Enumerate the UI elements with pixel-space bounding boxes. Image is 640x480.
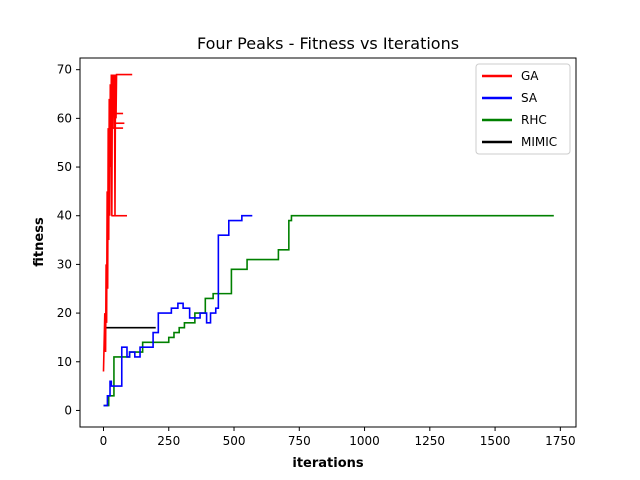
legend-box	[475, 63, 571, 155]
y-tick-label: 30	[57, 257, 72, 271]
series-ga-line	[102, 73, 133, 372]
legend: GA SA RHC MIMIC	[475, 63, 571, 155]
x-tick-label: 500	[223, 434, 246, 448]
plot-area	[102, 73, 554, 407]
legend-label-sa: SA	[521, 91, 538, 105]
y-tick-label: 40	[57, 209, 72, 223]
x-axis: 0 250 500 750 1000 1250 1500 1750	[100, 427, 576, 448]
x-tick-label: 1250	[415, 434, 446, 448]
series-sa-line	[103, 214, 253, 407]
chart-title: Four Peaks - Fitness vs Iterations	[197, 34, 459, 53]
x-tick-label: 1750	[545, 434, 576, 448]
x-tick-label: 1000	[349, 434, 380, 448]
axes-frame	[79, 57, 577, 428]
y-tick-label: 60	[57, 111, 72, 125]
y-tick-label: 20	[57, 306, 72, 320]
y-axis: 0 10 20 30 40 50 60 70	[57, 63, 80, 417]
y-axis-label: fitness	[32, 217, 47, 267]
legend-label-ga: GA	[521, 69, 539, 83]
y-tick-label: 10	[57, 355, 72, 369]
x-tick-label: 250	[157, 434, 180, 448]
x-tick-label: 1500	[480, 434, 511, 448]
x-tick-label: 0	[100, 434, 108, 448]
y-tick-label: 0	[64, 403, 72, 417]
legend-label-mimic: MIMIC	[521, 135, 557, 149]
x-tick-label: 750	[288, 434, 311, 448]
y-tick-label: 70	[57, 63, 72, 77]
y-tick-label: 50	[57, 160, 72, 174]
x-axis-label: iterations	[292, 456, 364, 471]
legend-label-rhc: RHC	[521, 113, 547, 127]
